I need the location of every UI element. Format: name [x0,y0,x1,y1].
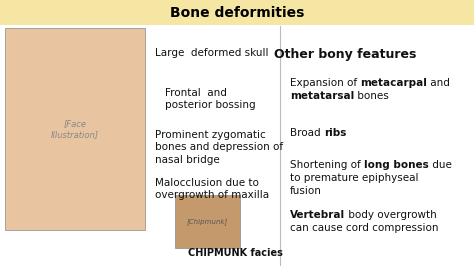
Text: Bone deformities: Bone deformities [170,6,304,20]
Text: body overgrowth: body overgrowth [345,210,437,220]
Text: [Chipmunk]: [Chipmunk] [187,218,228,225]
Text: fusion: fusion [290,186,322,196]
Text: to premature epiphyseal: to premature epiphyseal [290,173,419,183]
Text: Expansion of: Expansion of [290,78,360,88]
Text: and: and [427,78,450,88]
Text: Vertebral: Vertebral [290,210,345,220]
Text: Malocclusion due to
overgrowth of maxilla: Malocclusion due to overgrowth of maxill… [155,178,269,200]
Text: long bones: long bones [364,160,429,170]
Text: metacarpal: metacarpal [360,78,427,88]
Text: metatarsal: metatarsal [290,91,354,101]
Text: ribs: ribs [324,128,346,138]
Text: Prominent zygomatic
bones and depression of
nasal bridge: Prominent zygomatic bones and depression… [155,130,283,165]
Text: Large  deformed skull: Large deformed skull [155,48,268,58]
Text: can cause cord compression: can cause cord compression [290,223,438,233]
Bar [175,195,240,248]
Text: Other bony features: Other bony features [274,48,416,61]
Text: Shortening of: Shortening of [290,160,364,170]
Bar [0,0,474,25]
Text: due: due [429,160,452,170]
Text: [Face
Illustration]: [Face Illustration] [51,119,99,139]
Text: Frontal  and
posterior bossing: Frontal and posterior bossing [165,88,255,110]
Bar [5,28,145,230]
Text: Broad: Broad [290,128,324,138]
Text: bones: bones [354,91,389,101]
Text: CHIPMUNK facies: CHIPMUNK facies [188,248,283,258]
